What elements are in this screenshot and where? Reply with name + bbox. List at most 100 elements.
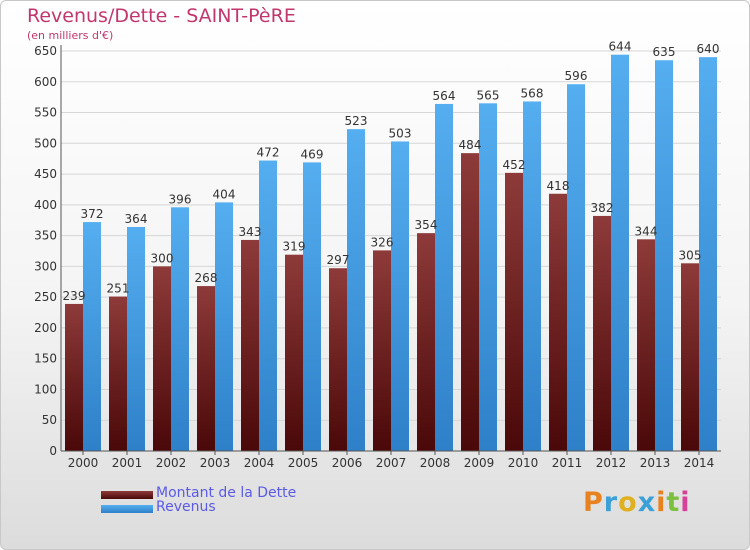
- x-tick-label: 2007: [376, 456, 407, 470]
- x-tick-label: 2013: [640, 456, 671, 470]
- revenue-value-label: 472: [257, 146, 280, 160]
- y-tick-label: 550: [34, 106, 57, 120]
- revenue-bar: [303, 162, 321, 451]
- revenue-value-label: 523: [345, 114, 368, 128]
- y-tick-label: 500: [34, 136, 57, 150]
- logo-letter: i: [656, 487, 667, 518]
- y-tick-label: 450: [34, 167, 57, 181]
- debt-value-label: 239: [63, 289, 86, 303]
- x-tick-label: 2009: [464, 456, 495, 470]
- logo-letter: t: [666, 487, 681, 518]
- y-tick-label: 100: [34, 382, 57, 396]
- debt-value-label: 343: [239, 225, 262, 239]
- debt-bar: [681, 263, 699, 451]
- y-tick-label: 350: [34, 229, 57, 243]
- debt-value-label: 251: [107, 282, 130, 296]
- revenue-bar: [347, 129, 365, 451]
- debt-bar: [285, 254, 303, 451]
- revenue-bar: [435, 103, 453, 451]
- y-tick-label: 300: [34, 259, 57, 273]
- bars: [65, 54, 717, 452]
- x-tick-label: 2014: [684, 456, 715, 470]
- x-tick-label: 2003: [200, 456, 231, 470]
- x-tick-label: 2010: [508, 456, 539, 470]
- revenue-bar: [127, 227, 145, 451]
- legend-swatch-revenue: [101, 505, 153, 513]
- y-tick-label: 50: [42, 413, 57, 427]
- debt-bar: [461, 153, 479, 451]
- debt-value-label: 344: [635, 224, 658, 238]
- x-tick-label: 2002: [156, 456, 187, 470]
- debt-bar: [65, 303, 83, 451]
- x-tick-label: 2011: [552, 456, 583, 470]
- debt-bar: [241, 239, 259, 451]
- debt-bar: [505, 172, 523, 451]
- y-tick-label: 250: [34, 290, 57, 304]
- debt-value-label: 305: [679, 248, 702, 262]
- logo-letter: x: [637, 487, 657, 518]
- revenue-bar: [259, 160, 277, 452]
- revenue-value-label: 404: [213, 187, 236, 201]
- debt-value-label: 354: [415, 218, 438, 232]
- debt-value-label: 297: [327, 253, 350, 267]
- revenue-value-label: 364: [125, 212, 148, 226]
- debt-value-label: 268: [195, 271, 218, 285]
- chart-title: Revenus/Dette - SAINT-PèRE: [27, 5, 296, 27]
- debt-bar: [109, 296, 127, 451]
- debt-value-label: 319: [283, 240, 306, 254]
- logo-letter: o: [618, 487, 638, 518]
- debt-bar: [417, 233, 435, 451]
- revenue-value-label: 469: [301, 147, 324, 161]
- x-tick-label: 2000: [68, 456, 99, 470]
- debt-bar: [637, 239, 655, 451]
- revenue-bar: [171, 207, 189, 451]
- debt-bar: [329, 268, 347, 451]
- revenue-value-label: 565: [477, 88, 500, 102]
- logo-letter: r: [603, 487, 619, 518]
- revenue-value-label: 644: [609, 40, 632, 54]
- revenue-bar: [215, 202, 233, 451]
- revenue-bar: [699, 57, 717, 452]
- revenue-bar: [391, 141, 409, 451]
- x-tick-label: 2006: [332, 456, 363, 470]
- x-tick-label: 2004: [244, 456, 275, 470]
- x-tick-label: 2001: [112, 456, 143, 470]
- x-tick-label: 2005: [288, 456, 319, 470]
- revenue-bar: [523, 101, 541, 451]
- debt-value-label: 484: [459, 138, 482, 152]
- x-tick-label: 2008: [420, 456, 451, 470]
- x-tick-label: 2012: [596, 456, 627, 470]
- axes: 0 50 100 150 200 250 300 350 400 450 500 550 600 650 2…: [34, 44, 721, 470]
- debt-value-label: 382: [591, 201, 614, 215]
- revenue-bar: [655, 60, 673, 451]
- proxiti-logo: Proxiti: [583, 487, 691, 518]
- y-tick-label: 650: [34, 44, 57, 58]
- y-tick-label: 200: [34, 321, 57, 335]
- debt-value-label: 300: [151, 251, 174, 265]
- y-tick-label: 400: [34, 198, 57, 212]
- revenue-value-label: 396: [169, 192, 192, 206]
- legend-label-debt: Montant de la Dette: [156, 485, 297, 501]
- legend-swatch-debt: [101, 491, 153, 499]
- revenue-value-label: 564: [433, 89, 456, 103]
- chart-subtitle: (en milliers d'€): [27, 29, 114, 42]
- logo-letter: P: [583, 487, 604, 518]
- debt-value-label: 418: [547, 179, 570, 193]
- revenue-value-label: 640: [697, 42, 720, 56]
- legend-label-revenue: Revenus: [156, 499, 216, 515]
- debt-bar: [593, 215, 611, 451]
- y-tick-label: 0: [49, 444, 57, 458]
- debt-value-label: 326: [371, 235, 394, 249]
- revenue-bar: [611, 54, 629, 451]
- debt-bar: [197, 286, 215, 451]
- revenue-value-label: 372: [81, 207, 104, 221]
- y-tick-label: 150: [34, 352, 57, 366]
- debt-value-label: 452: [503, 158, 526, 172]
- logo-letter: i: [680, 487, 691, 518]
- debt-bar: [373, 250, 391, 451]
- debt-bar: [153, 266, 171, 451]
- revenue-bar: [479, 103, 497, 452]
- debt-bar: [549, 193, 567, 451]
